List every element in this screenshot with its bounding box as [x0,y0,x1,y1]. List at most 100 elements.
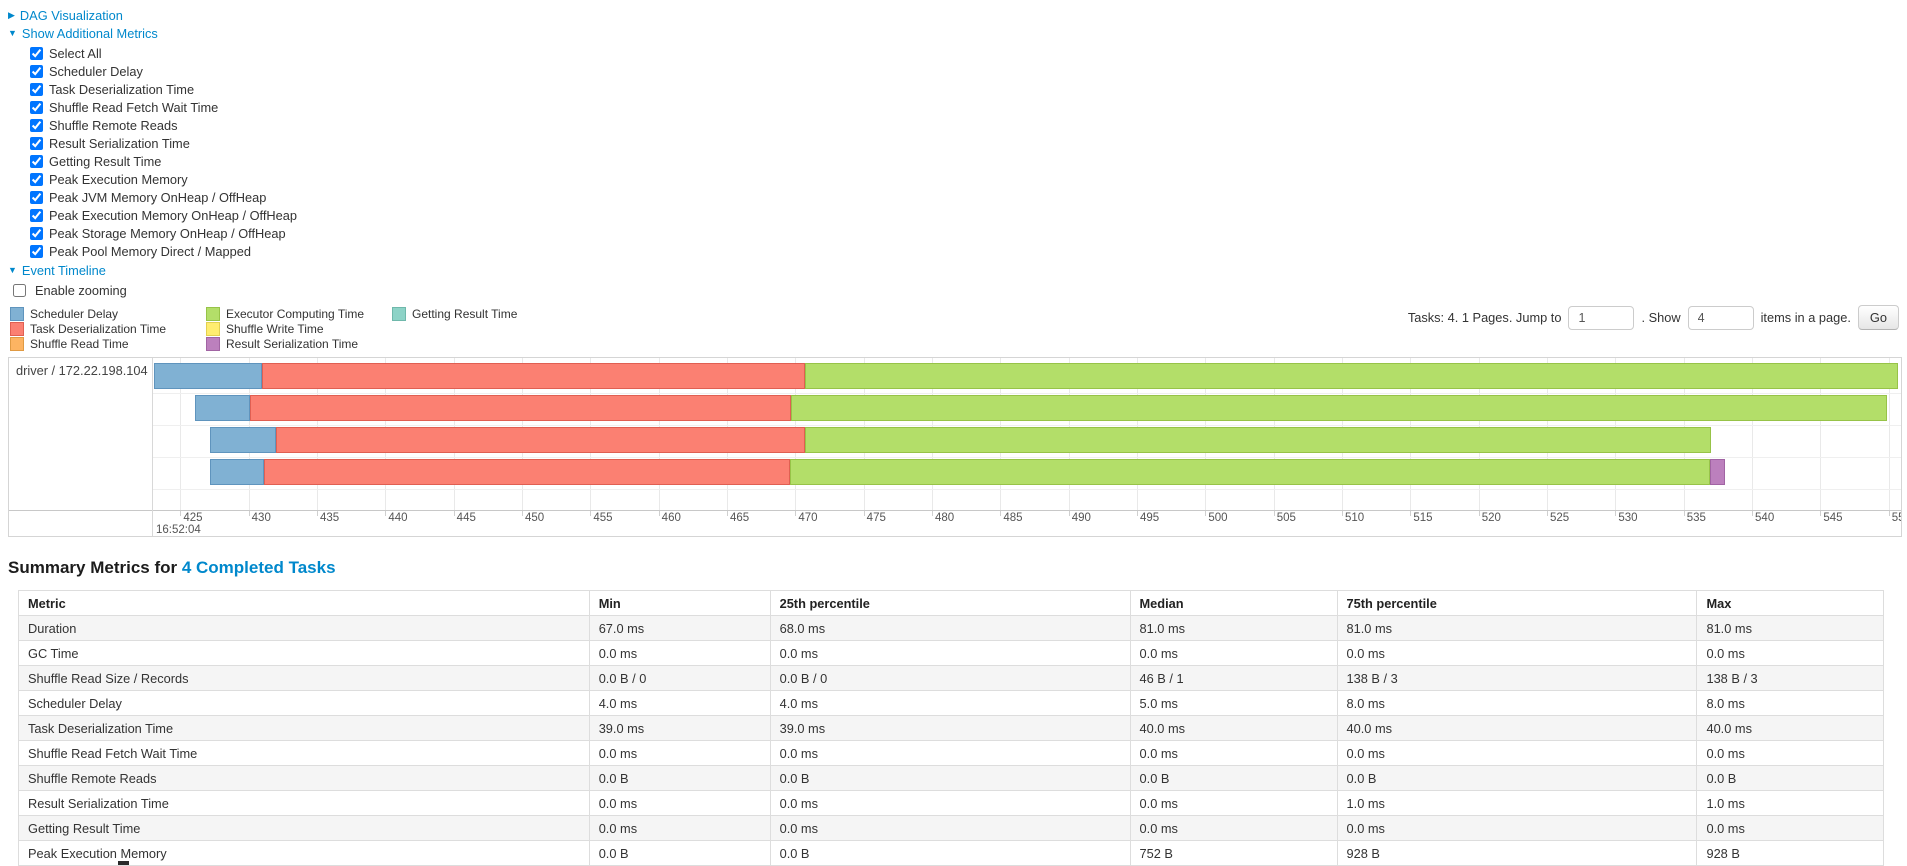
axis-tick-label: 430 [251,512,271,524]
axis-tick-mark [1615,511,1617,516]
summary-metrics-table: Metric Min 25th percentile Median 75th perce… [18,590,1884,866]
metric-checkbox-item: Peak JVM Memory OnHeap / OffHeap [30,188,1902,206]
task-bar-segment-scheduler-delay[interactable] [195,395,251,421]
legend-item: Task Deserialization Time [8,322,204,336]
gridline [1820,358,1822,511]
metric-value-cell: 138 B / 3 [1336,665,1698,691]
metric-value-cell: 0.0 ms [588,790,771,816]
gridline [1888,358,1890,511]
legend-label: Executor Computing Time [226,307,365,321]
metric-checkbox-label: Peak JVM Memory OnHeap / OffHeap [49,189,267,205]
table-row: Scheduler Delay 4.0 ms 4.0 ms 5.0 ms 8.0 ms 8… [18,690,1884,716]
metric-value-cell: 5.0 ms [1129,690,1338,716]
event-timeline-label: Event Timeline [21,263,106,278]
dag-visualization-label: DAG Visualization [19,8,123,23]
metric-checkbox-item: Peak Storage Memory OnHeap / OffHeap [30,224,1902,242]
metric-value-cell: 928 B [1696,840,1884,866]
task-bar-segment-task-deserialization[interactable] [250,395,792,421]
table-row: Duration 67.0 ms 68.0 ms 81.0 ms 81.0 ms 81.0… [18,615,1884,641]
summary-heading-text: Summary Metrics for [8,558,182,577]
metric-value-cell: 0.0 B [588,765,771,791]
task-bar-segment-scheduler-delay[interactable] [154,363,263,389]
metric-checkbox-item: Scheduler Delay [30,62,1902,80]
task-bar-segment-task-deserialization[interactable] [263,459,790,485]
metric-checkbox[interactable] [30,64,43,78]
legend-swatch-shuffle-write-icon [206,322,220,336]
task-bar-segment-scheduler-delay[interactable] [210,427,276,453]
metric-checkbox-label: Shuffle Remote Reads [49,117,178,133]
table-header-cell: Metric [18,590,590,616]
metric-checkbox-item: Peak Execution Memory OnHeap / OffHeap [30,206,1902,224]
metric-checkbox-label: Peak Pool Memory Direct / Mapped [49,243,251,259]
metric-value-cell: 0.0 ms [1696,815,1884,841]
items-per-page-input[interactable] [1687,305,1754,330]
task-bar-segment-executor-computing[interactable] [804,363,1899,389]
axis-tick-label: 505 [1276,512,1296,524]
timeline-row-separator [153,393,1901,394]
task-bar-segment-executor-computing[interactable] [789,459,1710,485]
metric-value-cell: 40.0 ms [1129,715,1338,741]
axis-tick-mark [385,511,387,516]
event-timeline-toggle[interactable]: ▼ Event Timeline [8,263,106,278]
task-bar-segment-result-serialization[interactable] [1709,459,1725,485]
dag-visualization-toggle[interactable]: ▶ DAG Visualization [8,8,123,23]
metric-value-cell: 0.0 B [769,765,1131,791]
metric-checkbox[interactable] [30,100,43,114]
metric-checkbox[interactable] [30,118,43,132]
task-bar-segment-executor-computing[interactable] [791,395,1888,421]
jump-to-page-input[interactable] [1568,305,1635,330]
enable-zooming-checkbox[interactable] [13,283,26,297]
metric-checkbox[interactable] [30,46,43,60]
metric-checkbox[interactable] [30,208,43,222]
show-additional-metrics-toggle[interactable]: ▼ Show Additional Metrics [8,26,158,41]
metric-value-cell: 39.0 ms [769,715,1131,741]
summary-table-body: Duration 67.0 ms 68.0 ms 81.0 ms 81.0 ms 81.0… [18,615,1884,866]
metric-checkbox[interactable] [30,82,43,96]
axis-tick-mark [863,511,865,516]
task-bar-segment-scheduler-delay[interactable] [210,459,264,485]
timeline-axis-labels: 425 430 435 440 445 450 455 460 465 470 475 480 485 4… [153,511,1901,536]
metric-value-cell: 0.0 B [1696,765,1884,791]
metric-checkbox-label: Scheduler Delay [49,63,143,79]
metric-value-cell: 0.0 ms [1336,815,1698,841]
axis-tick-mark [727,511,728,516]
metric-checkbox-label: Peak Storage Memory OnHeap / OffHeap [49,225,286,241]
metric-value-cell: 0.0 B / 0 [588,665,771,691]
metric-value-cell: 4.0 ms [588,690,771,716]
metric-value-cell: 81.0 ms [1696,615,1884,641]
axis-tick-mark [1000,511,1002,516]
metric-value-cell: 0.0 B [769,840,1131,866]
legend-item: Getting Result Time [390,307,517,321]
metric-checkbox[interactable] [30,190,43,204]
metric-name-cell: Peak Execution Memory [18,840,590,866]
tasks-count-text: Tasks: 4. 1 Pages. Jump to [1407,310,1562,325]
task-bar-segment-task-deserialization[interactable] [276,427,805,453]
axis-tick-label: 535 [1686,512,1706,524]
axis-tick-mark [1342,511,1344,516]
axis-tick-mark [1410,511,1412,516]
show-text: . Show [1641,310,1681,325]
metric-checkbox[interactable] [30,172,43,186]
metric-checkbox[interactable] [30,244,43,258]
metric-checkbox[interactable] [30,154,43,168]
metric-name-cell: Duration [18,615,590,641]
axis-tick-mark [316,511,318,516]
metric-value-cell: 0.0 B [588,840,771,866]
axis-tick-label: 445 [456,512,476,524]
go-button[interactable]: Go [1857,305,1899,330]
metric-checkbox[interactable] [30,226,43,240]
task-bar-segment-executor-computing[interactable] [804,427,1712,453]
table-row: Shuffle Read Size / Records 0.0 B / 0 0.0 … [18,665,1884,691]
metric-value-cell: 1.0 ms [1336,790,1698,816]
metric-checkbox-item: Result Serialization Time [30,134,1902,152]
metric-value-cell: 46 B / 1 [1129,665,1338,691]
metric-checkbox[interactable] [30,136,43,150]
legend-swatch-shuffle-read-icon [10,337,24,351]
legend-label: Task Deserialization Time [30,322,167,336]
timeline-axis: 425 430 435 440 445 450 455 460 465 470 475 480 485 4… [9,510,1901,536]
completed-tasks-link[interactable]: 4 Completed Tasks [181,558,336,577]
metric-name-cell: Getting Result Time [18,815,590,841]
legend-item: Shuffle Read Time [8,337,204,351]
axis-tick-mark [1478,511,1480,516]
task-bar-segment-task-deserialization[interactable] [262,363,805,389]
